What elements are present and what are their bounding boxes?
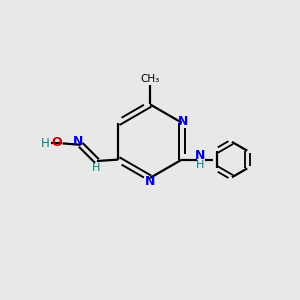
Text: N: N bbox=[73, 135, 84, 148]
Text: N: N bbox=[145, 175, 155, 188]
Text: O: O bbox=[52, 136, 62, 149]
Text: H: H bbox=[41, 137, 50, 150]
Text: N: N bbox=[178, 115, 188, 128]
Text: N: N bbox=[195, 149, 206, 162]
Text: H: H bbox=[196, 160, 205, 170]
Text: H: H bbox=[92, 164, 100, 173]
Text: CH₃: CH₃ bbox=[140, 74, 160, 84]
